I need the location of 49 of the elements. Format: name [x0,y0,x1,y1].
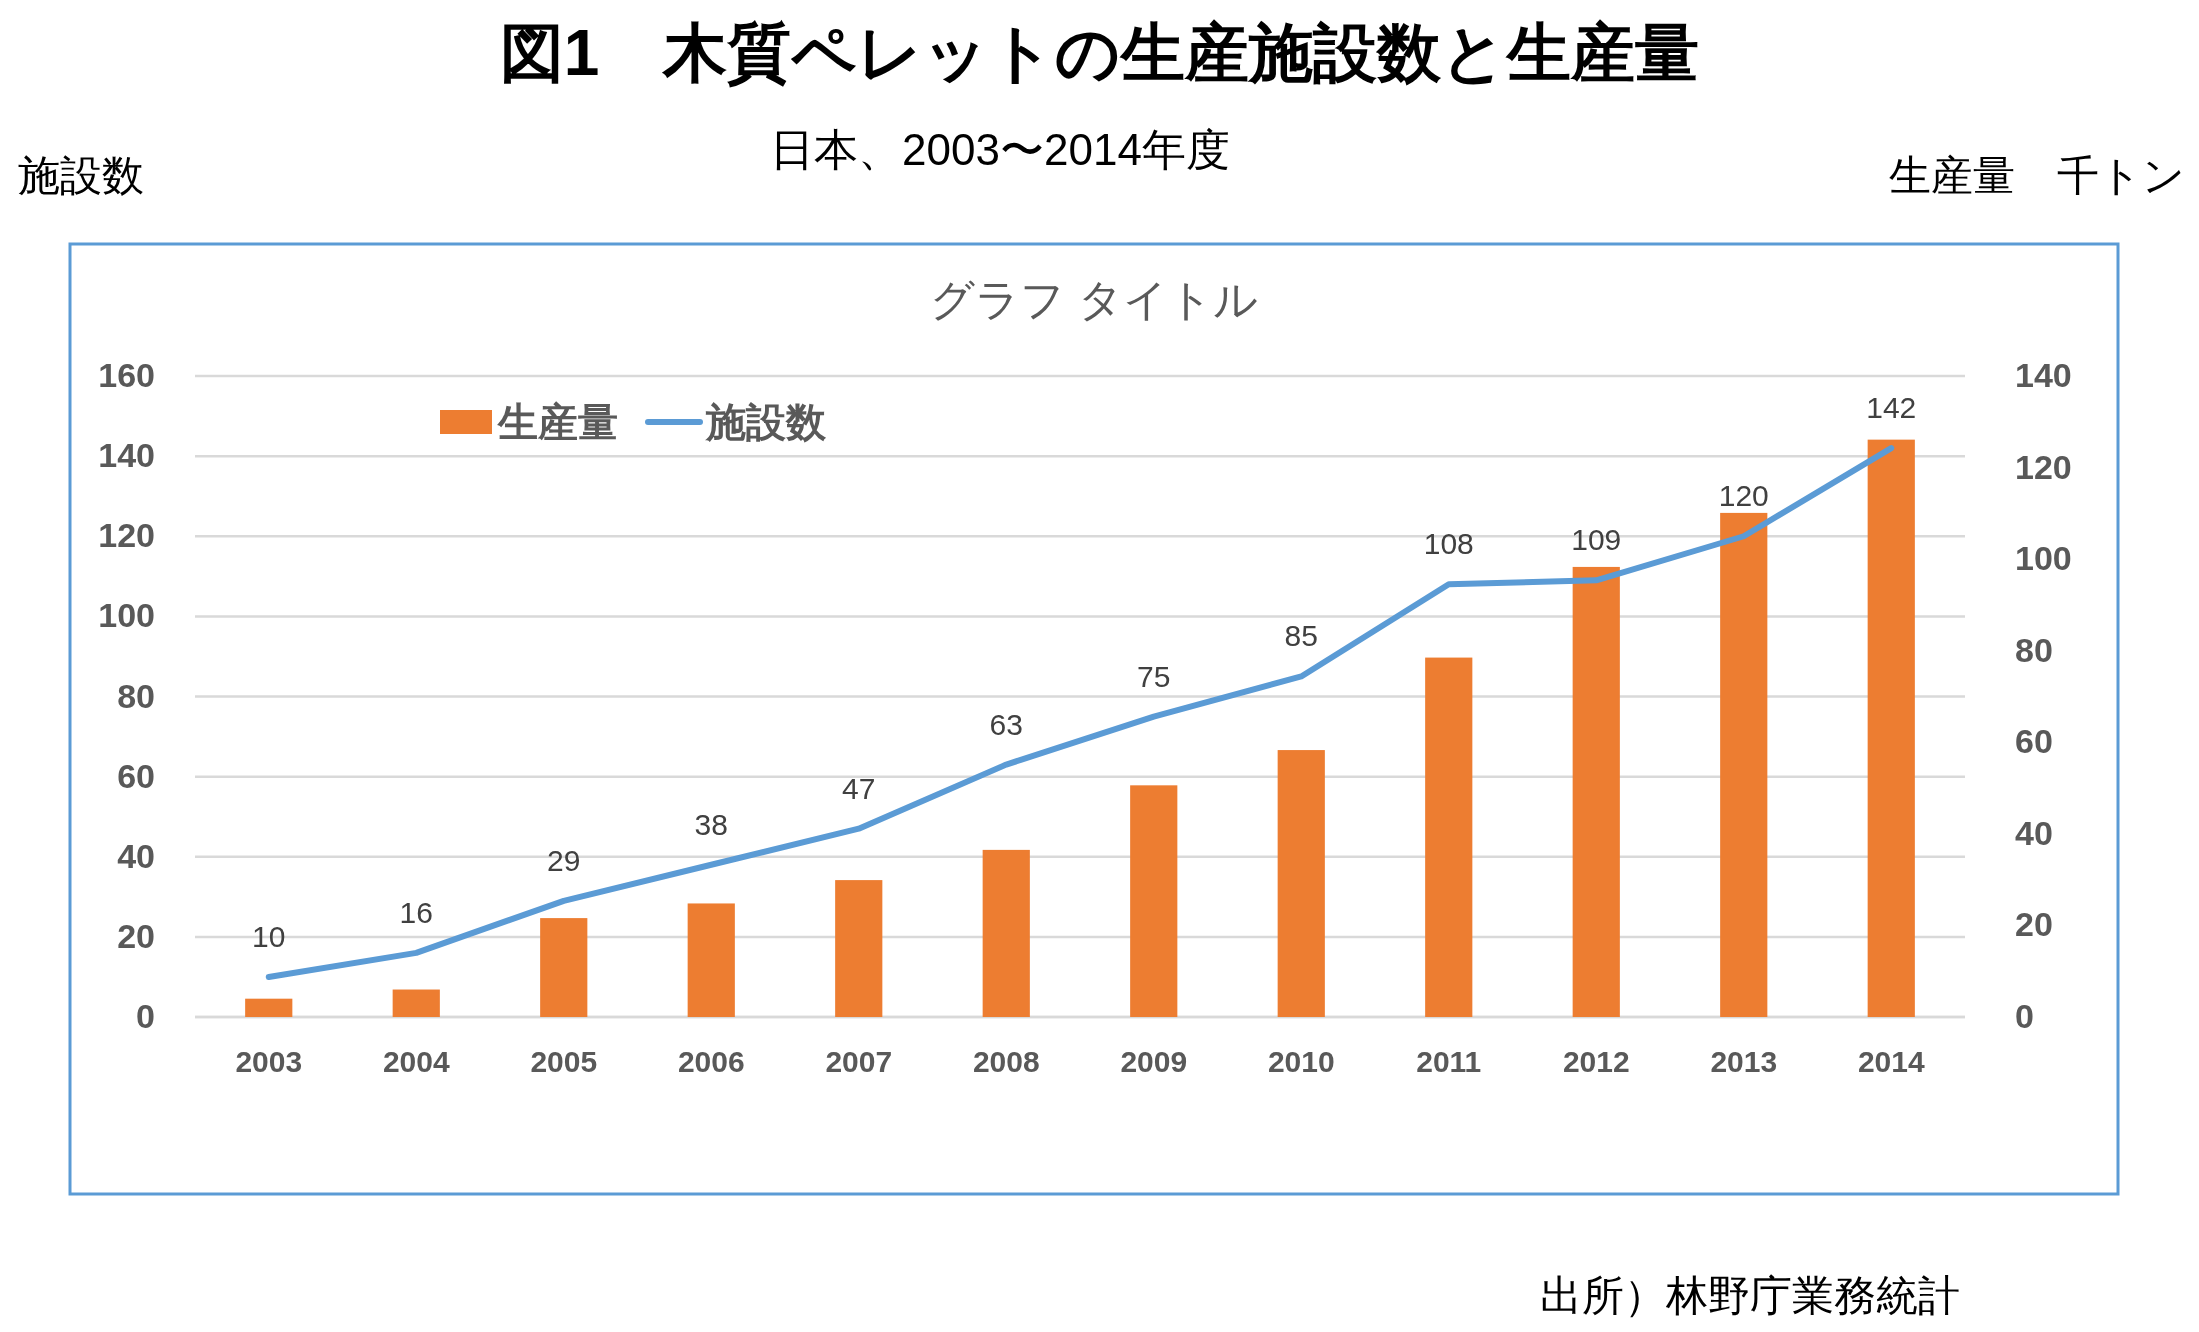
ytick: 100 [98,596,155,635]
ytick: 60 [117,756,155,795]
ytick: 160 [98,356,155,394]
datalabel: 29 [547,843,581,877]
datalabel: 47 [842,771,876,805]
y2tick: 0 [2015,997,2034,1035]
xtick: 2003 [235,1045,303,1078]
ytick: 120 [98,516,155,555]
datalabel: 10 [252,919,286,953]
xtick: 2004 [382,1045,450,1078]
y2tick: 80 [2015,630,2053,669]
ytick: 20 [117,916,155,955]
xtick: 2009 [1120,1045,1188,1078]
y2tick: 120 [2015,447,2072,486]
datalabel: 75 [1137,659,1171,693]
datalabel: 108 [1423,527,1474,561]
y2tick: 60 [2015,722,2053,761]
datalabel: 38 [694,807,728,841]
y2tick: 100 [2015,539,2072,578]
xtick: 2010 [1267,1045,1335,1078]
ytick: 0 [136,997,155,1035]
ytick: 40 [117,836,155,875]
datalabel: 142 [1866,391,1917,425]
legend: 施設数 [706,400,826,444]
xtick: 2014 [1857,1045,1925,1078]
datalabel: 63 [989,707,1023,741]
xtick: 2006 [677,1045,745,1078]
ytick: 140 [98,436,155,475]
xtick: 2012 [1562,1045,1630,1078]
legend: 生産量 [498,400,618,444]
xtick: 2005 [530,1045,598,1078]
y2tick: 20 [2015,905,2053,944]
datalabel: 120 [1718,479,1769,513]
xtick: 2007 [825,1045,893,1078]
xtick: 2008 [972,1045,1040,1078]
ylabel: 施設数 [18,152,144,199]
y2label: 生産量 千トン [1889,152,2185,199]
annotation: グラフ タイトル [930,275,1258,324]
datalabel: 85 [1284,619,1318,653]
y2tick: 140 [2015,356,2072,394]
ytick: 80 [117,676,155,715]
y2tick: 40 [2015,813,2053,852]
xtick: 2013 [1710,1045,1778,1078]
datalabel: 16 [399,895,433,929]
datalabel: 109 [1571,523,1622,557]
annotation: 出所）林野庁業務統計 [1540,1272,1960,1319]
xtick: 2011 [1416,1045,1482,1078]
subtitle: 日本、2003〜2014年度 [770,125,1230,174]
title: 図1 木質ペレットの生産施設数と生産量 [499,17,1700,89]
